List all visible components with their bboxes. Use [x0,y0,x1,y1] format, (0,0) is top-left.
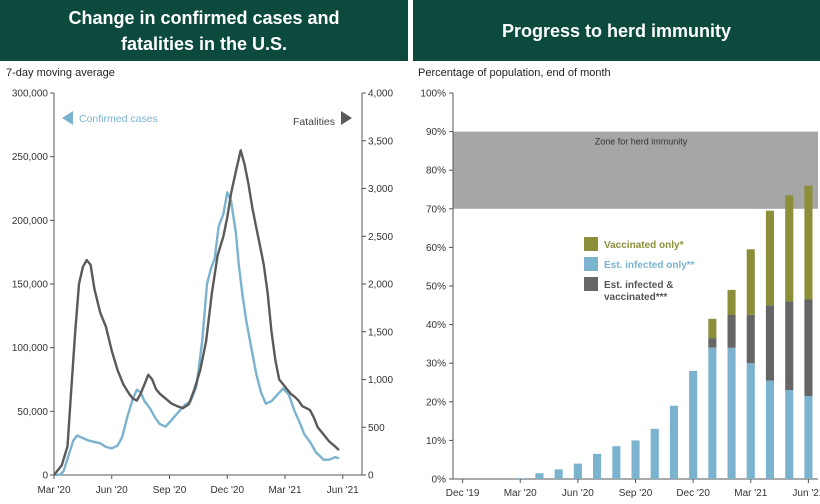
bar-vaccinated-only [804,185,813,300]
right-chart-title: Progress to herd immunity [501,20,732,41]
bar-y-tick-label: 10% [426,436,446,447]
bar-infected-only [708,347,717,479]
bar-x-tick-label: Mar '21 [734,488,767,499]
bar-infected-vaccinated [746,315,755,364]
bar-infected-only [554,469,563,479]
legend-label-infected-vaccinated-2: vaccinated*** [604,292,667,303]
bar-vaccinated-only [785,195,794,302]
herd-immunity-zone [453,131,818,209]
bar-infected-only [727,347,736,479]
confirmed-cases-line [53,191,340,477]
bar-infected-only [689,370,698,479]
bar-infected-only [669,405,678,479]
bar-vaccinated-only [746,249,755,315]
right-y-tick-label: 3,000 [368,184,393,195]
line-chart-subtitle: 7-day moving average [6,67,115,79]
legend-label-infected: Est. infected only** [604,260,695,271]
bar-x-tick-label: Dec '20 [676,488,710,499]
bar-y-tick-label: 0% [432,475,447,486]
herd-immunity-panel: Progress to herd immunity Percentage of … [413,0,820,504]
bar-y-tick-label: 100% [420,89,446,100]
bar-vaccinated-only [708,318,717,339]
right-y-tick-label: 2,500 [368,232,393,243]
bar-infected-only [516,478,525,479]
bar-infected-vaccinated [765,305,774,381]
bar-y-tick-label: 60% [426,243,446,254]
bar-infected-only [535,473,544,479]
herd-immunity-chart: Percentage of population, end of month Z… [418,67,820,499]
legend-swatch-infected-vaccinated [584,277,598,291]
left-y-tick-label: 0 [42,471,48,482]
left-y-tick-label: 300,000 [12,89,49,100]
bar-y-tick-label: 80% [426,166,446,177]
right-y-tick-label: 1,500 [368,327,393,338]
bar-infected-only [650,428,659,479]
line-x-tick-label: Jun '21 [327,485,359,496]
bar-x-tick-label: Mar '20 [504,488,537,499]
line-x-tick-label: Sep '20 [153,485,187,496]
cases-legend-label: Confirmed cases [79,113,158,125]
bar-infected-only [746,363,755,479]
bar-x-tick-label: Dec '19 [446,488,480,499]
bar-infected-only [804,396,813,479]
left-y-tick-label: 200,000 [12,216,49,227]
bar-vaccinated-only [727,289,736,315]
cases-arrow-icon [62,111,73,125]
legend-swatch-vaccinated [584,237,598,251]
bar-x-tick-label: Jun '21 [792,488,820,499]
right-y-tick-label: 4,000 [368,89,393,100]
fatalities-line [53,149,340,476]
bar-infected-only [573,463,582,479]
legend-label-infected-vaccinated-1: Est. infected & [604,280,673,291]
cases-fatalities-panel: Change in confirmed cases and fatalities… [0,0,408,504]
bar-infected-only [593,453,602,479]
bar-infected-vaccinated [785,301,794,391]
left-title-banner: Change in confirmed cases and fatalities… [0,0,408,61]
left-y-tick-label: 250,000 [12,152,49,163]
line-x-tick-label: Mar '21 [268,485,301,496]
fatalities-legend-label: Fatalities [293,116,335,128]
bar-y-tick-label: 30% [426,359,446,370]
bar-infected-only [631,440,640,479]
right-y-tick-label: 0 [368,471,374,482]
bar-y-tick-label: 20% [426,397,446,408]
herd-zone-label: Zone for herd immunity [595,137,688,147]
right-title-banner: Progress to herd immunity [413,0,820,61]
right-y-tick-label: 2,000 [368,280,393,291]
right-y-tick-label: 500 [368,423,385,434]
bar-y-tick-label: 70% [426,204,446,215]
bar-y-tick-label: 90% [426,127,446,138]
panel-divider [408,0,413,504]
legend-swatch-infected [584,257,598,271]
left-y-tick-label: 50,000 [17,407,48,418]
bar-vaccinated-only [765,210,774,306]
bar-infected-vaccinated [708,338,717,348]
right-y-tick-label: 3,500 [368,136,393,147]
bar-x-tick-label: Jun '20 [562,488,594,499]
right-y-tick-label: 1,000 [368,375,393,386]
left-y-tick-label: 100,000 [12,343,49,354]
bar-chart-subtitle: Percentage of population, end of month [418,67,611,79]
bar-infected-only [785,390,794,479]
cases-fatalities-chart: 7-day moving average 0 50,000 100,000 150,0… [6,67,393,496]
line-x-tick-label: Dec '20 [210,485,244,496]
bar-infected-vaccinated [727,315,736,348]
bar-x-tick-label: Sep '20 [619,488,653,499]
left-y-tick-label: 150,000 [12,280,49,291]
left-chart-title: Change in confirmed cases and fatalities… [68,7,340,54]
bar-infected-only [612,446,621,479]
line-x-tick-label: Mar '20 [37,485,70,496]
fatalities-arrow-icon [341,111,352,125]
bar-infected-vaccinated [804,299,813,396]
legend-label-vaccinated: Vaccinated only* [604,240,684,251]
line-x-tick-label: Jun '20 [96,485,128,496]
bar-y-tick-label: 40% [426,320,446,331]
bar-infected-only [765,380,774,479]
bar-y-tick-label: 50% [426,282,446,293]
